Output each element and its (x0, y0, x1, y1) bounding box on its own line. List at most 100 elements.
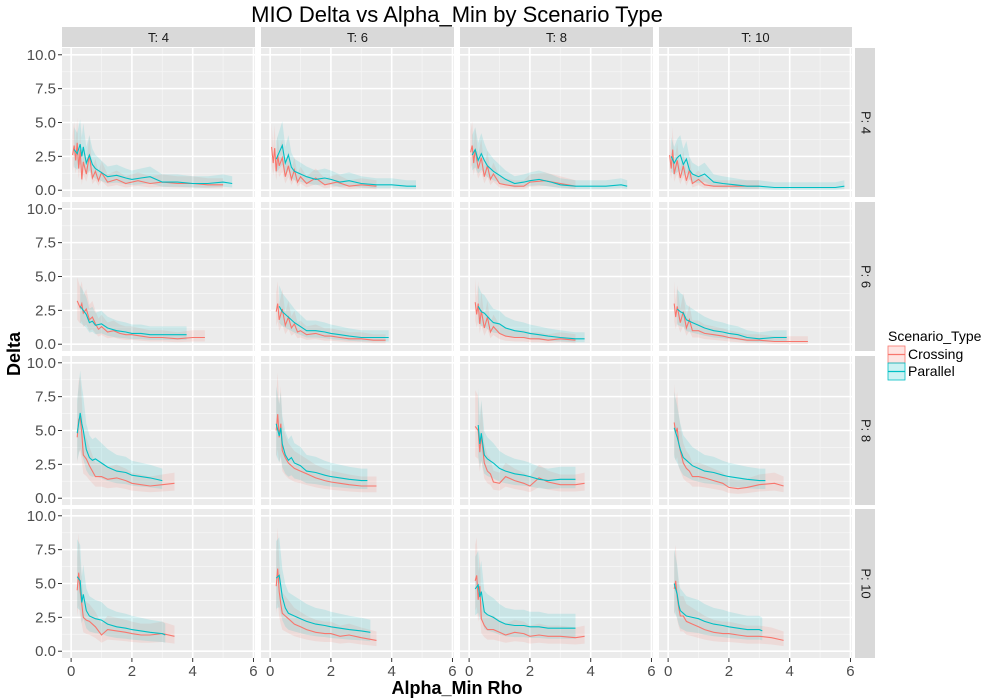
x-tick-label: 4 (189, 663, 197, 680)
confidence-ribbon (80, 285, 187, 340)
confidence-ribbon (276, 121, 416, 190)
chart-title: MIO Delta vs Alpha_Min by Scenario Type (251, 2, 663, 27)
series-line (275, 143, 416, 187)
series-line (76, 576, 166, 636)
series-line (477, 306, 585, 340)
facet-strip-top (261, 27, 454, 47)
series-line (275, 568, 377, 641)
y-tick-label: 10.0 (27, 201, 56, 218)
confidence-ribbon (475, 537, 585, 645)
x-tick-label: 2 (526, 663, 534, 680)
y-tick-label: 0.0 (35, 643, 56, 660)
series-line (474, 302, 576, 341)
facet-strip-top (659, 27, 852, 47)
series-line (470, 145, 576, 187)
y-axis-title: Delta (4, 331, 24, 376)
confidence-ribbon (674, 392, 766, 489)
y-tick-label: 10.0 (27, 47, 56, 64)
confidence-ribbon (478, 388, 576, 489)
y-tick-label: 0.0 (35, 490, 56, 507)
facet-strip-label: P: 8 (859, 419, 874, 442)
confidence-ribbon (475, 390, 585, 493)
confidence-ribbon (674, 281, 808, 344)
confidence-ribbon (72, 117, 224, 189)
confidence-ribbon (475, 550, 576, 639)
facet-panel (62, 509, 255, 658)
confidence-ribbon (472, 127, 628, 190)
facet-strip-right (855, 356, 875, 505)
facet-panel (261, 48, 454, 197)
facet-strip-right (855, 509, 875, 658)
panel-grid: T: 4 T: 6 T: 8 T: 10 P: 4 P: 6 P: 8 P: 10 0.0 2.5… (27, 27, 875, 680)
facet-panel (460, 356, 653, 505)
confidence-ribbon (674, 549, 763, 641)
series-line (275, 423, 368, 482)
facet-strip-right (855, 48, 875, 197)
series-line (474, 583, 576, 629)
series-line (76, 412, 163, 482)
x-tick-label: 0 (266, 663, 274, 680)
x-tick-label: 0 (664, 663, 672, 680)
facet-panel (62, 356, 255, 505)
x-tick-label: 6 (448, 663, 456, 680)
confidence-ribbon (470, 121, 576, 190)
y-tick-label: 10.0 (27, 508, 56, 525)
facet-panel (659, 356, 852, 505)
confidence-ribbon (276, 372, 377, 493)
confidence-ribbon (276, 386, 368, 489)
facet-panel (62, 48, 255, 197)
y-tick-label: 5.0 (35, 576, 56, 593)
x-tick-label: 0 (465, 663, 473, 680)
x-tick-label: 2 (128, 663, 136, 680)
confidence-ribbon (74, 119, 233, 188)
y-tick-label: 10.0 (27, 355, 56, 372)
y-tick-label: 2.5 (35, 456, 56, 473)
x-tick-label: 6 (249, 663, 257, 680)
series-line (673, 583, 763, 632)
confidence-ribbon (669, 127, 760, 190)
confidence-ribbon (77, 277, 205, 343)
y-tick-label: 7.5 (35, 389, 56, 406)
facet-strip-right (855, 202, 875, 351)
facet-panel (261, 509, 454, 658)
confidence-ribbon (276, 537, 371, 642)
x-tick-label: 6 (647, 663, 655, 680)
series-line (670, 154, 845, 189)
confidence-ribbon (674, 384, 784, 494)
series-line (278, 306, 389, 339)
x-tick-label: 0 (67, 663, 75, 680)
facet-panel (659, 509, 852, 658)
facet-strip-label: P: 10 (859, 568, 874, 598)
y-tick-label: 7.5 (35, 235, 56, 252)
facet-strip-label: P: 4 (859, 111, 874, 134)
facet-panel (261, 356, 454, 505)
facet-panel (261, 202, 454, 351)
y-tick-label: 5.0 (35, 269, 56, 286)
series-line (79, 305, 187, 336)
legend-label: Crossing (908, 346, 963, 362)
y-tick-label: 7.5 (35, 81, 56, 98)
y-tick-label: 0.0 (35, 182, 56, 199)
confidence-ribbon (279, 285, 389, 342)
confidence-ribbon (674, 545, 784, 647)
legend-title: Scenario_Type (888, 328, 982, 344)
series-line (76, 415, 175, 487)
y-tick-label: 7.5 (35, 542, 56, 559)
x-tick-label: 4 (786, 663, 794, 680)
facet-panel (460, 48, 653, 197)
facet-strip-top (62, 27, 255, 47)
confidence-ribbon (276, 281, 386, 344)
x-tick-label: 4 (587, 663, 595, 680)
facet-strip-label: T: 6 (347, 30, 368, 45)
facet-strip-label: P: 6 (859, 265, 874, 288)
legend-label: Parallel (908, 363, 955, 379)
facet-panel (659, 48, 852, 197)
y-tick-label: 2.5 (35, 609, 56, 626)
x-tick-label: 6 (846, 663, 854, 680)
facet-panel (62, 202, 255, 351)
facet-strip-label: T: 8 (546, 30, 567, 45)
series-line (73, 144, 233, 185)
y-tick-label: 2.5 (35, 302, 56, 319)
